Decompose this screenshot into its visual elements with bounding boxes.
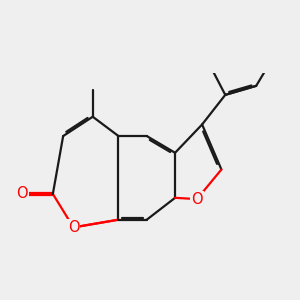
- Text: O: O: [191, 192, 203, 207]
- Text: O: O: [16, 187, 28, 202]
- Text: O: O: [68, 220, 79, 235]
